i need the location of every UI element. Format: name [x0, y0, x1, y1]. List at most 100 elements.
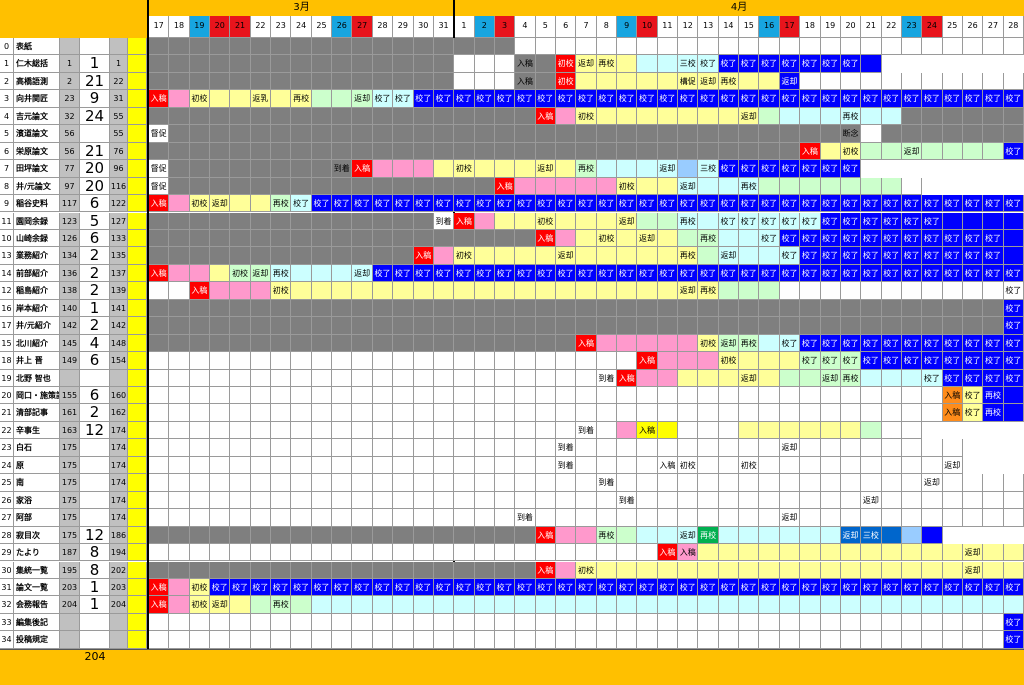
schedule-cell[interactable]	[983, 125, 1004, 143]
schedule-cell[interactable]: 校了	[800, 55, 821, 73]
schedule-cell[interactable]	[779, 421, 801, 440]
schedule-cell[interactable]	[515, 491, 536, 510]
row-flag[interactable]	[128, 195, 147, 213]
schedule-cell[interactable]: 校了	[535, 195, 556, 213]
schedule-cell[interactable]	[983, 282, 1004, 300]
schedule-cell[interactable]	[779, 596, 801, 614]
schedule-cell[interactable]: 校了	[820, 334, 841, 353]
schedule-cell[interactable]	[657, 125, 679, 143]
row-name[interactable]: 吉元論文	[14, 107, 60, 126]
schedule-cell[interactable]	[678, 142, 699, 161]
schedule-cell[interactable]	[332, 317, 353, 335]
schedule-cell[interactable]	[881, 613, 902, 632]
schedule-cell[interactable]	[596, 491, 618, 510]
schedule-cell[interactable]	[698, 387, 719, 405]
schedule-cell[interactable]: 返却	[718, 334, 740, 353]
schedule-cell[interactable]	[291, 264, 312, 283]
schedule-cell[interactable]	[555, 107, 577, 126]
schedule-cell[interactable]	[617, 160, 638, 178]
schedule-cell[interactable]	[332, 90, 353, 108]
schedule-cell[interactable]: 入稿	[678, 544, 699, 562]
schedule-cell[interactable]: 校了	[678, 90, 699, 108]
schedule-cell[interactable]	[311, 142, 333, 161]
schedule-cell[interactable]: 校了	[820, 229, 841, 248]
schedule-cell[interactable]: 初校	[189, 90, 211, 108]
schedule-cell[interactable]	[718, 421, 740, 440]
schedule-cell[interactable]	[881, 491, 902, 510]
row-end[interactable]: 174	[110, 421, 128, 440]
schedule-cell[interactable]	[291, 160, 312, 178]
schedule-cell[interactable]	[433, 404, 455, 422]
schedule-cell[interactable]: 校了	[718, 212, 740, 230]
schedule-cell[interactable]	[596, 160, 618, 178]
schedule-cell[interactable]	[983, 474, 1004, 492]
row-id[interactable]: 16	[0, 299, 14, 318]
schedule-cell[interactable]	[332, 404, 353, 422]
row-flag[interactable]	[128, 212, 147, 230]
schedule-cell[interactable]: 督促	[149, 125, 170, 143]
schedule-cell[interactable]	[881, 72, 902, 91]
schedule-cell[interactable]	[739, 544, 760, 562]
schedule-cell[interactable]	[657, 421, 679, 440]
schedule-cell[interactable]	[901, 299, 923, 318]
schedule-cell[interactable]	[617, 613, 638, 632]
schedule-cell[interactable]: 校了	[596, 264, 618, 283]
schedule-cell[interactable]	[840, 544, 862, 562]
schedule-cell[interactable]	[657, 212, 679, 230]
schedule-cell[interactable]	[718, 142, 740, 161]
schedule-cell[interactable]	[698, 561, 719, 579]
schedule-cell[interactable]	[901, 282, 923, 300]
schedule-cell[interactable]	[230, 456, 251, 475]
schedule-cell[interactable]: 校了	[637, 90, 658, 108]
schedule-cell[interactable]	[372, 613, 394, 632]
schedule-cell[interactable]	[332, 212, 353, 230]
schedule-cell[interactable]	[901, 509, 923, 527]
schedule-cell[interactable]	[1003, 72, 1024, 91]
schedule-cell[interactable]	[901, 387, 923, 405]
schedule-cell[interactable]	[576, 282, 597, 300]
schedule-cell[interactable]	[454, 439, 475, 457]
schedule-cell[interactable]	[942, 107, 963, 126]
schedule-cell[interactable]: 校了	[962, 195, 984, 213]
schedule-cell[interactable]	[657, 177, 679, 196]
schedule-cell[interactable]	[983, 38, 1004, 56]
schedule-cell[interactable]	[291, 387, 312, 405]
schedule-cell[interactable]	[820, 491, 841, 510]
schedule-cell[interactable]: 返却	[962, 544, 984, 562]
row-flag[interactable]	[128, 578, 147, 597]
schedule-cell[interactable]	[698, 317, 719, 335]
schedule-cell[interactable]	[210, 491, 231, 510]
schedule-cell[interactable]	[779, 631, 801, 649]
schedule-cell[interactable]	[698, 107, 719, 126]
schedule-cell[interactable]: 入稿	[149, 195, 170, 213]
schedule-cell[interactable]: 校了	[617, 264, 638, 283]
schedule-cell[interactable]	[413, 544, 434, 562]
schedule-cell[interactable]	[718, 544, 740, 562]
schedule-cell[interactable]	[332, 613, 353, 632]
schedule-cell[interactable]	[901, 125, 923, 143]
schedule-cell[interactable]	[515, 247, 536, 265]
schedule-cell[interactable]: 校了	[535, 90, 556, 108]
schedule-cell[interactable]	[881, 631, 902, 649]
schedule-cell[interactable]	[454, 38, 475, 56]
schedule-cell[interactable]	[759, 142, 780, 161]
schedule-cell[interactable]	[494, 229, 516, 248]
schedule-cell[interactable]	[678, 404, 699, 422]
schedule-cell[interactable]	[779, 561, 801, 579]
schedule-cell[interactable]	[555, 317, 577, 335]
schedule-cell[interactable]: 校了	[942, 229, 963, 248]
schedule-cell[interactable]: 校了	[962, 264, 984, 283]
schedule-cell[interactable]	[433, 142, 455, 161]
schedule-cell[interactable]	[311, 509, 333, 527]
schedule-cell[interactable]: 校了	[779, 212, 801, 230]
row-count[interactable]	[80, 38, 110, 56]
schedule-cell[interactable]	[474, 177, 495, 196]
schedule-cell[interactable]	[596, 439, 618, 457]
schedule-cell[interactable]	[271, 491, 292, 510]
row-flag[interactable]	[128, 38, 147, 56]
schedule-cell[interactable]	[555, 334, 577, 353]
schedule-cell[interactable]: 校了	[433, 90, 455, 108]
schedule-cell[interactable]	[800, 404, 821, 422]
schedule-cell[interactable]: 校了	[413, 578, 434, 597]
row-count[interactable]: 2	[80, 317, 110, 335]
